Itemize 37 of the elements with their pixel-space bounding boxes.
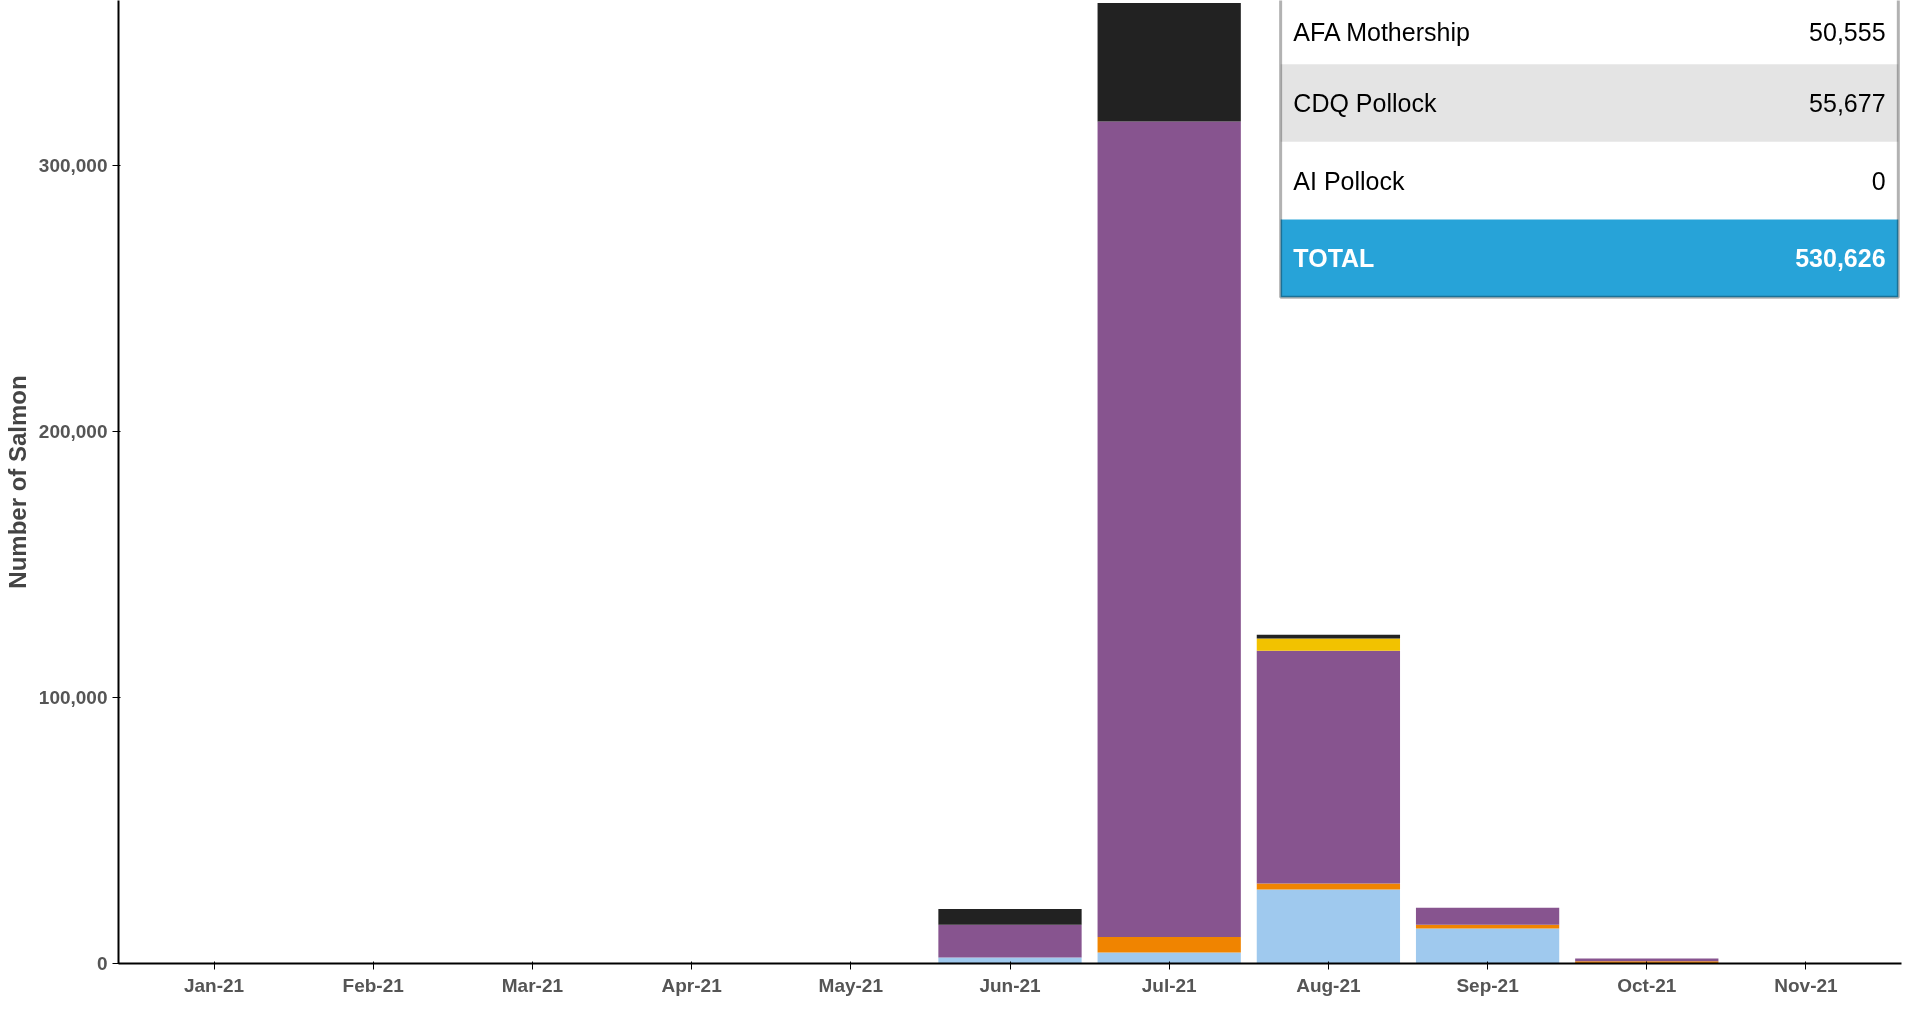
y-tick-label: 100,000: [38, 686, 108, 708]
bar: [1256, 889, 1401, 964]
x-tick-label: Feb-21: [342, 974, 405, 996]
bar: [1097, 936, 1241, 953]
x-tick-label: Oct-21: [1617, 974, 1677, 996]
annotation: 50,555: [1809, 18, 1886, 47]
x-tick-label: May-21: [818, 974, 884, 996]
annotation: AFA Mothership: [1293, 18, 1470, 47]
bar: [1097, 952, 1241, 964]
annotation: TOTAL: [1293, 244, 1375, 273]
bar: [1097, 2, 1241, 122]
x-tick-label: Sep-21: [1456, 974, 1520, 996]
x-tick-label: Mar-21: [501, 974, 564, 996]
bar: [938, 957, 1082, 964]
bar: [1415, 907, 1560, 925]
bar: [1256, 650, 1401, 884]
annotation: CDQ Pollock: [1293, 89, 1437, 118]
bar: [1256, 883, 1401, 890]
x-tick-label: Jun-21: [979, 974, 1042, 996]
annotation: AI Pollock: [1293, 166, 1406, 195]
y-tick-label: 200,000: [38, 420, 108, 442]
bar: [1097, 121, 1241, 937]
x-tick-label: Apr-21: [661, 974, 723, 996]
annotation: 530,626: [1795, 244, 1886, 273]
x-tick-label: Nov-21: [1774, 974, 1839, 996]
x-tick-label: Jul-21: [1141, 974, 1198, 996]
annotation: 55,677: [1809, 89, 1886, 118]
y-tick-label: 0: [96, 953, 108, 974]
bar: [938, 908, 1082, 925]
annotation: 0: [1871, 166, 1886, 195]
bar: [938, 924, 1082, 958]
bar: [1256, 638, 1401, 651]
x-tick-label: Jan-21: [183, 974, 245, 996]
y-axis-title: Number of Salmon: [3, 375, 31, 589]
x-tick-label: Aug-21: [1296, 974, 1362, 996]
y-tick-label: 300,000: [38, 154, 108, 176]
bar: [1415, 928, 1560, 964]
